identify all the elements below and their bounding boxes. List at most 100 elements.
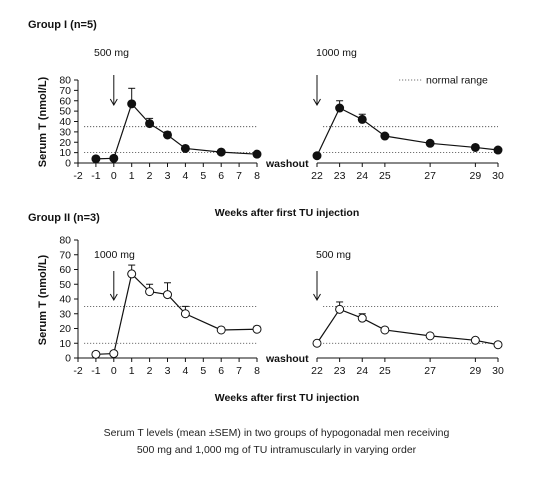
group-1-title: Group I (n=5)	[28, 19, 97, 31]
group-1-left-x-tick-label: 6	[218, 170, 224, 182]
group-1-y-tick-label: 40	[59, 116, 71, 128]
group-1-right-x-tick-label: 24	[356, 170, 368, 182]
group-1-y-tick-label: 80	[59, 75, 71, 87]
group-1-right-dose-label: 1000 mg	[316, 47, 357, 59]
group-1-washout-label: washout	[265, 158, 309, 170]
group-1-right-x-tick-label: 25	[379, 170, 391, 182]
group-1-y-tick-label: 20	[59, 137, 71, 149]
group-2-right-data-point	[335, 304, 345, 314]
group-2-y-tick-label: 60	[59, 264, 71, 276]
group-2-left-x-tick-label: 0	[111, 365, 117, 377]
figure-caption-line-2: 500 mg and 1,000 mg of TU intramuscularl…	[136, 444, 417, 456]
group-2-left-data-point	[216, 325, 226, 335]
group-1-right-data-point	[335, 103, 345, 113]
group-1-y-axis-label: Serum T (nmol/L)	[37, 76, 49, 167]
group-1-left-x-tick-label: 5	[200, 170, 206, 182]
group-2-y-tick-label: 70	[59, 249, 71, 261]
group-2-right-x-tick-label: 27	[424, 365, 436, 377]
group-2-left-data-point	[127, 269, 137, 279]
group-2-y-tick-label: 30	[59, 308, 71, 320]
group-1-left-data-point	[145, 119, 155, 129]
group-1-left-x-tick-label: 3	[165, 170, 171, 182]
group-2-left-x-tick-label: 8	[254, 365, 260, 377]
group-2-right-series-line	[316, 308, 499, 346]
group-2-left-x-tick-label: 6	[218, 365, 224, 377]
group-1-y-tick-label: 60	[59, 95, 71, 107]
group-1-left-data-point	[109, 153, 119, 163]
group-2-y-tick-label: 50	[59, 279, 71, 291]
group-1-left-data-point	[180, 143, 190, 153]
group-1-left-x-tick-label: 2	[147, 170, 153, 182]
group-1-legend-normal-range-label: normal range	[426, 75, 488, 87]
group-1-y-tick-label: 30	[59, 126, 71, 138]
group-2-left-data-point	[91, 349, 101, 359]
group-2-y-axis-label: Serum T (nmol/L)	[37, 254, 49, 345]
group-2-washout-label: washout	[265, 353, 309, 365]
group-2-right-data-point	[312, 338, 322, 348]
group-2-right-x-tick-label: 24	[356, 365, 368, 377]
group-2-left-series-line	[95, 272, 258, 355]
group-1-y-tick-label: 50	[59, 106, 71, 118]
group-1-right-data-point	[425, 138, 435, 148]
group-2-left-dose-label: 1000 mg	[94, 249, 135, 261]
group-2-left-x-tick-label: 2	[147, 365, 153, 377]
group-2-right-data-point	[425, 331, 435, 341]
group-1-left-dose-label: 500 mg	[94, 47, 129, 59]
group-2-y-tick-label: 0	[65, 353, 71, 365]
group-2-left-x-tick-label: -2	[73, 365, 82, 377]
group-1-right-x-tick-label: 30	[492, 170, 504, 182]
group-1-left-data-point	[252, 149, 262, 159]
group-2-y-tick-label: 20	[59, 323, 71, 335]
group-2-right-injection-arrowhead	[313, 293, 321, 301]
group-2-left-data-point	[163, 290, 172, 300]
group-2-right-x-tick-label: 25	[379, 365, 391, 377]
group-1-right-x-tick-label: 29	[470, 170, 482, 182]
group-2-left-data-point	[180, 309, 190, 319]
group-1-y-tick-label: 0	[65, 158, 71, 170]
group-2-left-x-tick-label: 3	[165, 365, 171, 377]
group-1-left-x-tick-label: 7	[236, 170, 242, 182]
group-1-right-data-point	[312, 151, 322, 161]
group-1-left-injection-arrowhead	[109, 98, 118, 106]
group-2-left-x-tick-label: 4	[182, 365, 188, 377]
group-2-left-x-tick-label: 1	[129, 365, 135, 377]
group-2-right-x-tick-label: 30	[492, 365, 504, 377]
group-2-left-data-point	[252, 324, 262, 334]
group-1-left-x-tick-label: 1	[129, 170, 135, 182]
group-2-left-x-tick-label: 7	[236, 365, 242, 377]
group-1-left-data-point	[91, 154, 101, 164]
group-1-right-data-point	[357, 114, 367, 124]
group-1-left-x-tick-label: 0	[111, 170, 117, 182]
group-1-right-x-tick-label: 27	[424, 170, 436, 182]
group-2-right-data-point	[357, 313, 367, 323]
group-1-left-data-point	[216, 147, 226, 157]
group-2-right-x-tick-label: 29	[470, 365, 482, 377]
group-1-left-x-tick-label: 8	[254, 170, 260, 182]
group-1-y-tick-label: 10	[59, 147, 71, 159]
group-2-right-x-tick-label: 23	[334, 365, 346, 377]
group-1-y-tick-label: 70	[59, 85, 71, 97]
group-1-right-injection-arrowhead	[313, 98, 321, 106]
group-2-left-injection-arrowhead	[109, 293, 118, 301]
group-2-x-axis-label: Weeks after first TU injection	[215, 392, 360, 404]
group-2-right-x-tick-label: 22	[311, 365, 323, 377]
group-2-right-data-point	[470, 335, 480, 345]
group-1-x-axis-label: Weeks after first TU injection	[215, 207, 360, 219]
group-2-y-tick-label: 40	[59, 294, 71, 306]
group-1-right-data-point	[380, 131, 390, 141]
group-1-right-x-tick-label: 22	[311, 170, 323, 182]
group-1-right-data-point	[493, 145, 503, 155]
group-1-right-x-tick-label: 23	[334, 170, 346, 182]
group-1-right-data-point	[470, 142, 480, 152]
group-2-title: Group II (n=3)	[28, 212, 100, 224]
group-2-right-data-point	[493, 340, 503, 350]
figure-caption-line-1: Serum T levels (mean ±SEM) in two groups…	[103, 427, 450, 439]
group-1-left-x-tick-label: -1	[91, 170, 100, 182]
group-1-left-x-tick-label: 4	[182, 170, 188, 182]
group-2-right-dose-label: 500 mg	[316, 249, 351, 261]
group-2-y-tick-label: 80	[59, 235, 71, 247]
group-2-y-tick-label: 10	[59, 338, 71, 350]
group-1-left-series-line	[95, 102, 258, 160]
group-2-right-data-point	[380, 325, 390, 335]
group-1-left-data-point	[163, 130, 172, 140]
